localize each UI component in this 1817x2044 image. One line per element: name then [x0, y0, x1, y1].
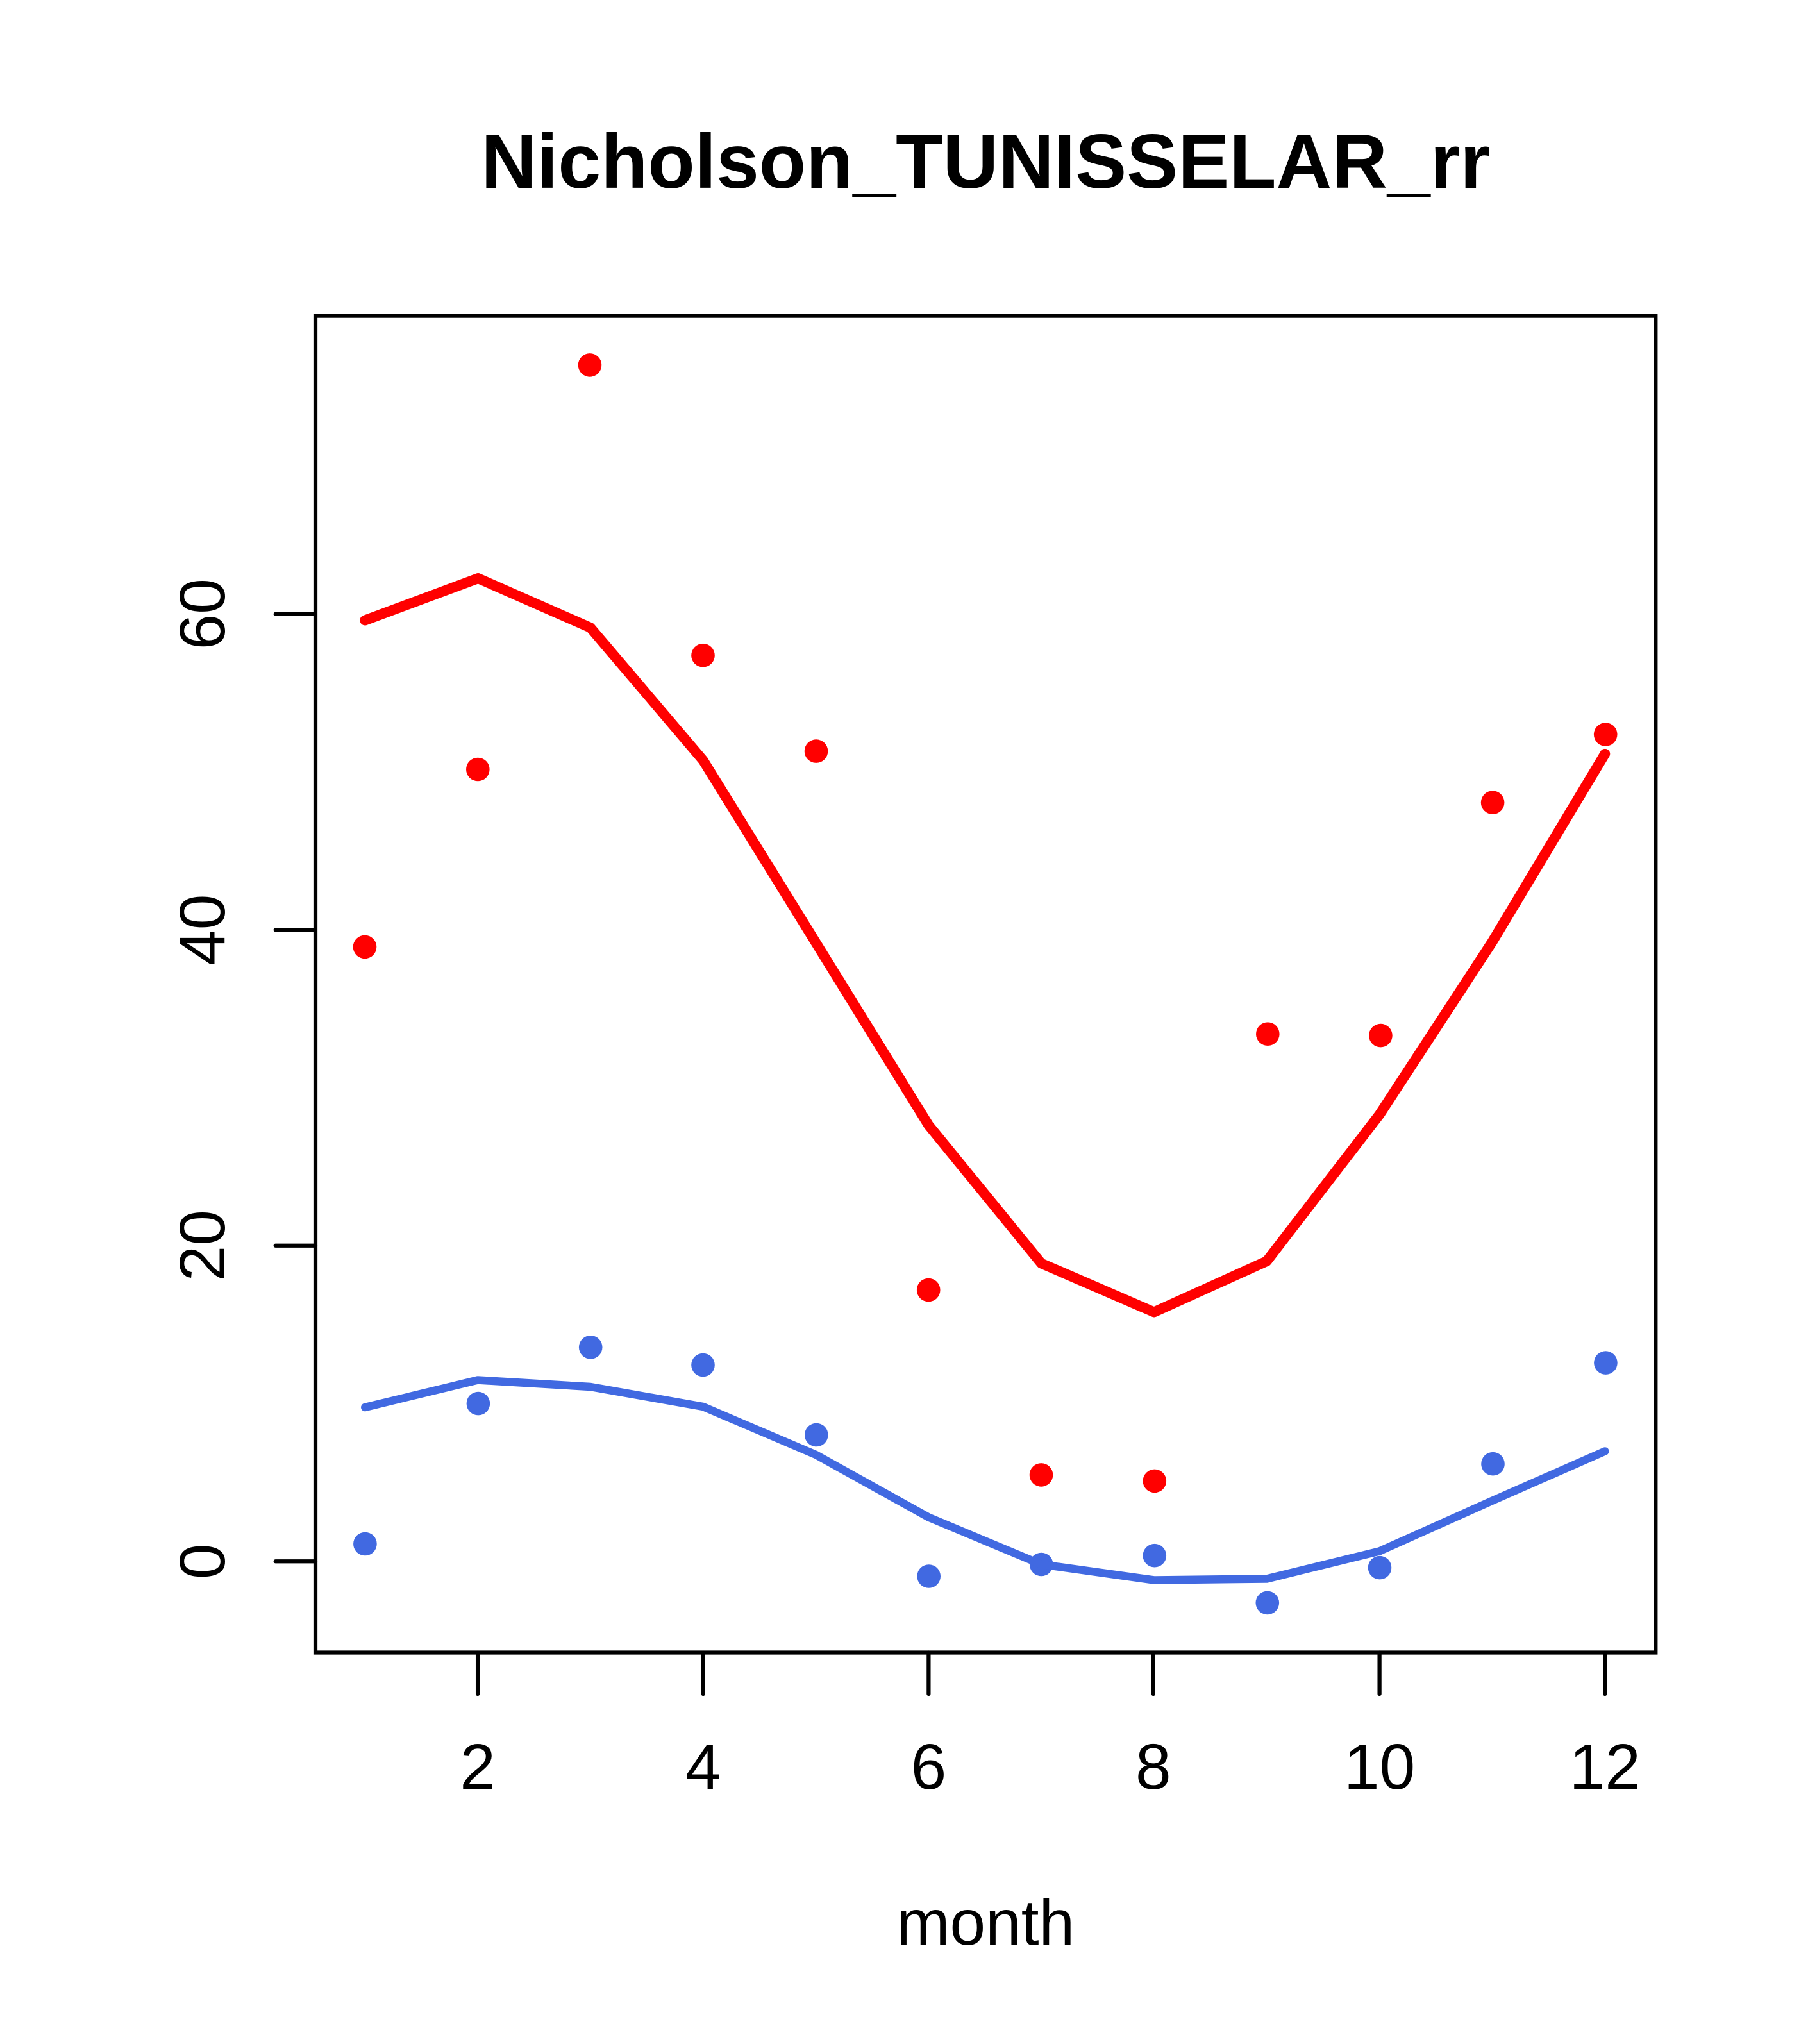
svg-text:month: month	[896, 1887, 1075, 1959]
svg-text:40: 40	[167, 894, 239, 966]
svg-text:12: 12	[1570, 1731, 1641, 1803]
svg-text:2: 2	[460, 1731, 496, 1803]
svg-text:20: 20	[167, 1210, 239, 1281]
svg-text:0: 0	[167, 1543, 239, 1579]
svg-text:60: 60	[167, 578, 239, 649]
svg-text:6: 6	[911, 1731, 947, 1803]
svg-text:Nicholson_TUNISSELAR_rr: Nicholson_TUNISSELAR_rr	[481, 119, 1490, 205]
svg-text:10: 10	[1344, 1731, 1415, 1803]
svg-text:4: 4	[685, 1731, 721, 1803]
svg-text:8: 8	[1135, 1731, 1171, 1803]
